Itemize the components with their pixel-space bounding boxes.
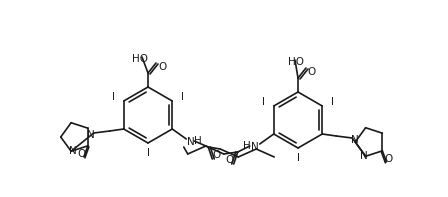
Text: O: O <box>226 155 234 165</box>
Text: HO: HO <box>132 54 148 64</box>
Text: N: N <box>87 130 95 140</box>
Text: H: H <box>243 141 250 151</box>
Text: H: H <box>194 136 202 146</box>
Text: O: O <box>212 150 220 160</box>
Text: O: O <box>308 67 316 77</box>
Text: HO: HO <box>288 57 304 67</box>
Text: O: O <box>384 154 392 164</box>
Text: N: N <box>351 135 359 145</box>
Text: N: N <box>187 137 195 147</box>
Text: O: O <box>78 149 86 159</box>
Text: O: O <box>158 62 166 72</box>
Text: N: N <box>69 146 77 156</box>
Text: I: I <box>331 97 334 107</box>
Text: I: I <box>146 148 150 158</box>
Text: N: N <box>251 142 258 152</box>
Text: I: I <box>262 97 265 107</box>
Text: I: I <box>112 92 115 102</box>
Text: N: N <box>360 151 367 161</box>
Text: I: I <box>297 153 300 163</box>
Text: I: I <box>181 92 184 102</box>
